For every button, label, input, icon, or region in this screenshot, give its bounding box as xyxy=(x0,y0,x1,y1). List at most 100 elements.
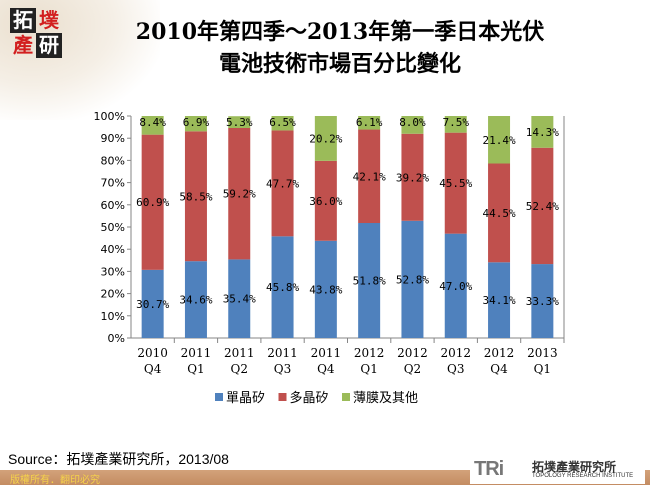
data-label: 6.9% xyxy=(183,116,210,129)
y-tick-label: 50% xyxy=(101,221,125,234)
legend-label: 薄膜及其他 xyxy=(353,391,418,406)
data-label: 39.2% xyxy=(396,171,429,184)
bar-segment xyxy=(401,220,424,338)
title-line-2: 電池技術市場百分比變化 xyxy=(218,51,461,77)
y-tick-label: 30% xyxy=(101,265,125,278)
bar-segment xyxy=(488,262,511,338)
x-tick-label-year: 2011 xyxy=(224,346,255,360)
data-label: 6.1% xyxy=(356,116,383,129)
bar-segment xyxy=(444,233,467,338)
data-label: 47.7% xyxy=(266,177,299,190)
x-tick-label-year: 2012 xyxy=(484,346,515,360)
x-tick-label-year: 2010 xyxy=(137,346,168,360)
y-tick-label: 0% xyxy=(108,332,125,345)
source-note: Source：拓墣產業研究所，2013/08 xyxy=(8,451,229,467)
stacked-bar-chart: 0% 10% 20% 30% 40% 50% 60% 70% 80% 90% 100% 2010 Q4 3… xyxy=(94,110,565,406)
bar-segment xyxy=(358,116,381,130)
bar-segment xyxy=(314,240,337,338)
chart-title: 2010年第四季～2013年第一季日本光伏 電池技術市場百分比變化 xyxy=(80,16,600,80)
y-tick-label: 40% xyxy=(101,243,125,256)
bar-segment xyxy=(184,116,207,132)
x-tick-label-quarter: Q2 xyxy=(231,362,248,376)
x-tick-label-quarter: Q1 xyxy=(360,362,377,376)
bar-segment xyxy=(141,116,164,135)
logo-char: 墣 xyxy=(39,8,59,32)
institute-name-en: TOPOLOGY RESEARCH INSTITUTE xyxy=(532,473,634,479)
bar-segment xyxy=(488,163,511,263)
y-tick-label: 10% xyxy=(101,310,125,323)
copyright-text: 版權所有．翻印必究 xyxy=(10,475,100,485)
institute-logo: TRi 拓墣產業研究所 TOPOLOGY RESEARCH INSTITUTE xyxy=(470,458,645,484)
x-tick-label-quarter: Q2 xyxy=(404,362,421,376)
legend-swatch xyxy=(342,393,350,401)
logo: 拓 墣 產 研 xyxy=(10,8,62,58)
bar-segment xyxy=(228,259,251,338)
bar-segment xyxy=(184,131,207,262)
data-label: 58.5% xyxy=(179,190,212,203)
bar-segment xyxy=(141,269,164,338)
bar-segment xyxy=(228,116,251,128)
data-label: 14.3% xyxy=(526,126,559,139)
institute-name-zh: 拓墣產業研究所 xyxy=(532,460,617,474)
data-label: 35.4% xyxy=(223,293,256,306)
data-label: 8.4% xyxy=(139,116,166,129)
bar-segment xyxy=(141,134,164,270)
data-label: 36.0% xyxy=(309,195,342,208)
logo-char: 研 xyxy=(36,33,62,58)
bar-segment xyxy=(358,129,381,224)
data-label: 20.2% xyxy=(309,132,342,145)
bar-segment xyxy=(401,133,424,221)
logo-char: 拓 xyxy=(10,8,36,33)
bar-segment xyxy=(358,223,381,338)
data-label: 51.8% xyxy=(353,275,386,288)
bar-segment xyxy=(314,116,337,161)
data-label: 34.6% xyxy=(179,294,212,307)
x-tick-label-quarter: Q3 xyxy=(274,362,291,376)
x-tick-label-quarter: Q1 xyxy=(534,362,551,376)
bar-segment xyxy=(228,127,251,260)
title-line-1: 2010年第四季～2013年第一季日本光伏 xyxy=(135,19,545,45)
x-tick-label-quarter: Q4 xyxy=(317,362,335,376)
bar-segment xyxy=(488,116,511,164)
data-label: 34.1% xyxy=(482,294,515,307)
data-label: 52.8% xyxy=(396,273,429,286)
x-tick-label-year: 2011 xyxy=(267,346,298,360)
y-tick-label: 60% xyxy=(101,199,125,212)
bar-segment xyxy=(531,147,554,265)
legend-label: 多晶矽 xyxy=(290,390,329,406)
y-tick-label: 70% xyxy=(101,177,125,190)
x-tick-label-quarter: Q4 xyxy=(144,362,162,376)
logo-char: 產 xyxy=(13,33,33,57)
data-label: 5.3% xyxy=(226,116,253,129)
data-label: 6.5% xyxy=(269,116,296,129)
data-label: 60.9% xyxy=(136,196,169,209)
x-tick-label-year: 2011 xyxy=(311,346,342,360)
bar-segment xyxy=(314,160,337,241)
data-label: 43.8% xyxy=(309,283,342,296)
bar-segment xyxy=(271,130,294,237)
data-label: 59.2% xyxy=(223,188,256,201)
data-label: 52.4% xyxy=(526,200,559,213)
data-label: 42.1% xyxy=(353,170,386,183)
x-tick-label-quarter: Q1 xyxy=(187,362,204,376)
y-tick-label: 100% xyxy=(94,110,125,123)
bar-segment xyxy=(184,261,207,338)
x-tick-label-year: 2012 xyxy=(440,346,471,360)
data-label: 7.5% xyxy=(443,116,470,129)
data-label: 33.3% xyxy=(526,295,559,308)
data-label: 47.0% xyxy=(439,280,472,293)
x-tick-label-year: 2011 xyxy=(181,346,212,360)
legend-swatch xyxy=(215,393,223,401)
tri-logo-text: TRi xyxy=(474,458,504,480)
x-tick-label-year: 2013 xyxy=(527,346,558,360)
data-label: 44.5% xyxy=(482,207,515,220)
x-tick-label-year: 2012 xyxy=(354,346,385,360)
bar-segment xyxy=(271,116,294,131)
legend-swatch xyxy=(278,393,287,401)
data-label: 21.4% xyxy=(482,134,515,147)
data-label: 30.7% xyxy=(136,298,169,311)
data-label: 45.5% xyxy=(439,177,472,190)
bar-segment xyxy=(401,116,424,134)
bar-segment xyxy=(531,264,554,338)
